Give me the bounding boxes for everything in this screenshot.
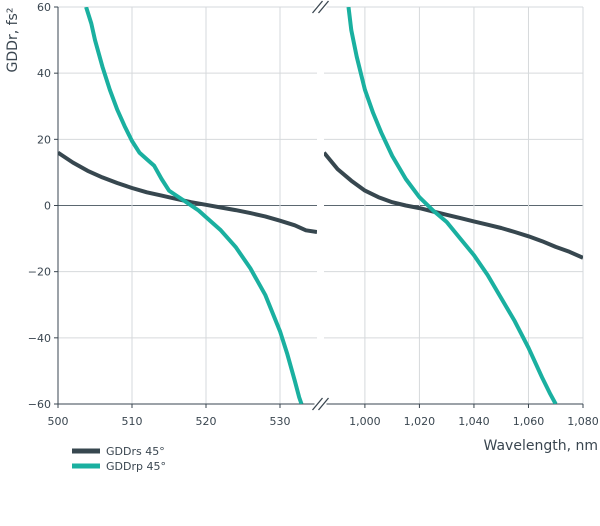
axis-break-mark xyxy=(318,0,329,14)
x-tick-label: 1,040 xyxy=(458,415,490,428)
x-tick-label: 530 xyxy=(270,415,291,428)
y-tick-label: 20 xyxy=(37,133,51,146)
x-axis-label: Wavelength, nm xyxy=(484,438,598,454)
y-tick-label: −60 xyxy=(28,398,51,411)
y-axis-label: GDDr, fs² xyxy=(5,8,21,73)
series-line-gddrp xyxy=(346,7,558,404)
y-tick-label: −20 xyxy=(28,266,51,279)
x-tick-label: 500 xyxy=(48,415,69,428)
y-tick-label: 40 xyxy=(37,67,51,80)
x-tick-label: 510 xyxy=(122,415,143,428)
legend: GDDrs 45° GDDrp 45° xyxy=(72,445,166,473)
x-tick-label: 1,000 xyxy=(349,415,381,428)
series-line-gddrs xyxy=(58,150,317,234)
legend-item: GDDrp 45° xyxy=(72,460,166,473)
axis-break-gap xyxy=(314,398,327,410)
x-tick-label: 1,080 xyxy=(567,415,599,428)
grid xyxy=(57,6,584,405)
axis-break-mark xyxy=(312,397,323,411)
y-tick-label: 0 xyxy=(44,200,51,213)
tick-labels: 500 510 520 530 1,000 1,020 1,040 1,060 1,080 −60… xyxy=(28,1,599,428)
series xyxy=(58,7,583,404)
axis-break-mark xyxy=(312,0,323,14)
y-tick-label: −40 xyxy=(28,332,51,345)
axis-break-mark xyxy=(318,397,329,411)
axes xyxy=(54,0,584,411)
axis-break-gap xyxy=(314,1,327,13)
legend-label: GDDrs 45° xyxy=(106,445,165,458)
x-tick-label: 520 xyxy=(196,415,217,428)
x-tick-label: 1,060 xyxy=(513,415,545,428)
series-line-gddrp xyxy=(84,7,304,404)
y-tick-label: 60 xyxy=(37,1,51,14)
series-line-gddrs xyxy=(324,151,583,260)
legend-item: GDDrs 45° xyxy=(72,445,165,458)
x-tick-label: 1,020 xyxy=(404,415,436,428)
legend-label: GDDrp 45° xyxy=(106,460,166,473)
